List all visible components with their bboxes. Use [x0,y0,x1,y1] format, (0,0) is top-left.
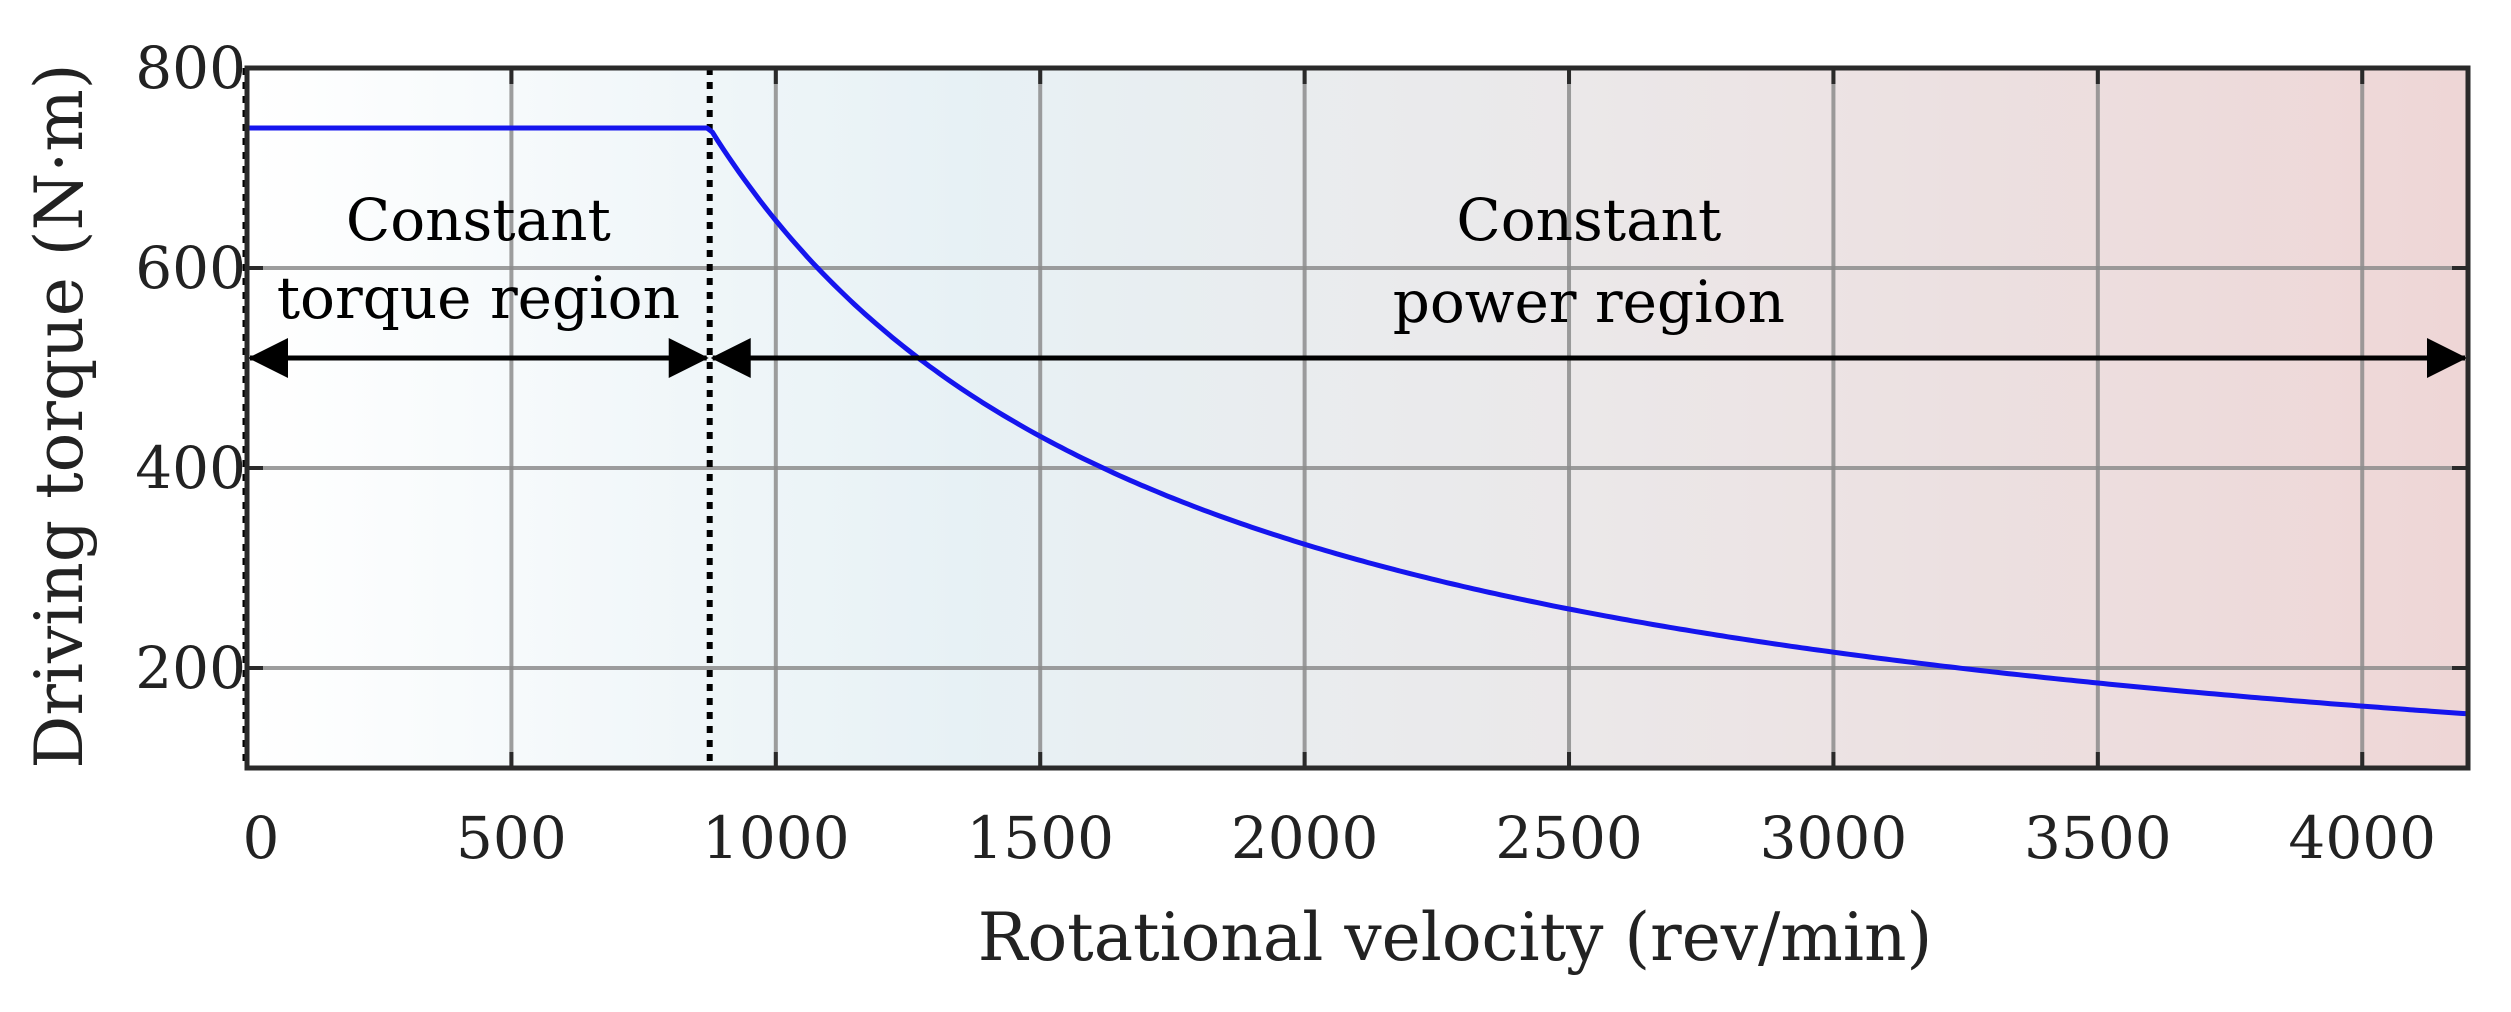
plot-background [247,68,2468,768]
x-tick-label-0: 0 [243,804,280,872]
y-tick-label-800: 800 [135,34,246,102]
constant-power-region-label: Constant power region [1393,186,1785,336]
x-tick-label-3500: 3500 [2024,804,2172,872]
axis-ticks [245,66,2468,768]
y-axis-title: Driving torque (N·m) [21,63,98,768]
x-tick-label-4000: 4000 [2288,804,2436,872]
x-axis-title: Rotational velocity (rev/min) [978,899,1933,976]
torque-curve [247,125,2469,717]
x-tick-label-3000: 3000 [1760,804,1908,872]
y-tick-label-200: 200 [135,634,246,702]
y-tick-label-600: 600 [135,234,246,302]
x-tick-label-1500: 1500 [966,804,1114,872]
constant-power-label-line1: Constant [1456,186,1721,254]
constant-torque-label-line2: torque region [277,264,680,332]
constant-torque-region-label: Constant torque region [277,186,680,332]
x-tick-label-2500: 2500 [1495,804,1643,872]
y-tick-label-400: 400 [135,434,246,502]
x-tick-label-1000: 1000 [702,804,850,872]
constant-torque-label-line1: Constant [346,186,611,254]
grid-lines [247,68,2468,768]
x-tick-label-500: 500 [456,804,567,872]
torque-curve-group [247,125,2469,717]
y-tick-labels: 200 400 600 800 [135,34,246,702]
x-tick-label-2000: 2000 [1231,804,1379,872]
constant-power-label-line2: power region [1393,268,1785,336]
plot-frame [244,65,2471,771]
x-tick-labels: 0 500 1000 1500 2000 2500 3000 3500 4000 [243,804,2436,872]
